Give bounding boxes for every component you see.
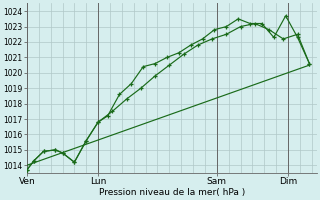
X-axis label: Pression niveau de la mer( hPa ): Pression niveau de la mer( hPa ): [99, 188, 245, 197]
